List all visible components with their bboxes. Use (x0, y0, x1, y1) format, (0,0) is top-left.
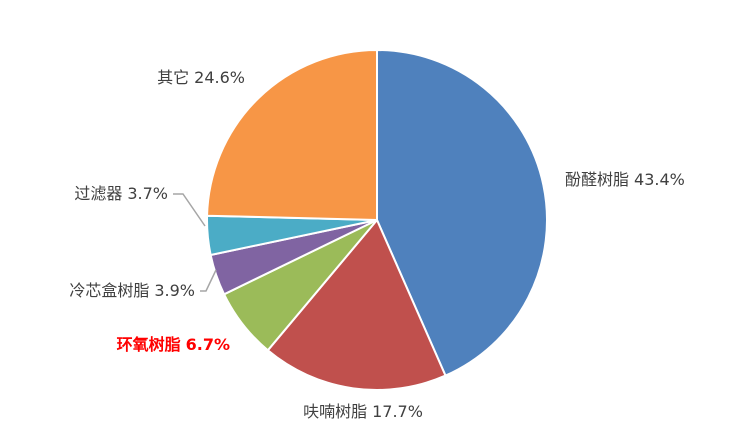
slice-label-category: 过滤器 (74, 184, 122, 203)
slice-label-category: 环氧树脂 (117, 335, 181, 354)
leader-line (173, 193, 206, 227)
slice-label-category: 其它 (157, 68, 189, 87)
slice-label: 酚醛树脂 43.4% (565, 170, 685, 189)
slice-label: 过滤器 3.7% (74, 184, 168, 203)
pie-slice (266, 218, 447, 391)
slice-label-category: 呋喃树脂 (303, 402, 367, 421)
slice-label-value: 6.7% (186, 335, 230, 354)
slice-label-value: 24.6% (194, 68, 245, 87)
pie-slice (376, 48, 548, 377)
leader-line (200, 269, 217, 292)
slice-label-value: 3.9% (154, 281, 195, 300)
slice-label-value: 43.4% (634, 170, 685, 189)
slice-label-category: 冷芯盒树脂 (69, 281, 149, 300)
slice-label: 其它 24.6% (157, 68, 245, 87)
slice-label-value: 3.7% (127, 184, 168, 203)
slice-label: 呋喃树脂 17.7% (303, 402, 423, 421)
pie-slice (206, 48, 378, 222)
slice-label: 冷芯盒树脂 3.9% (69, 281, 195, 300)
slice-label: 环氧树脂 6.7% (117, 335, 230, 354)
slice-label-value: 17.7% (372, 402, 423, 421)
slice-label-category: 酚醛树脂 (565, 170, 629, 189)
